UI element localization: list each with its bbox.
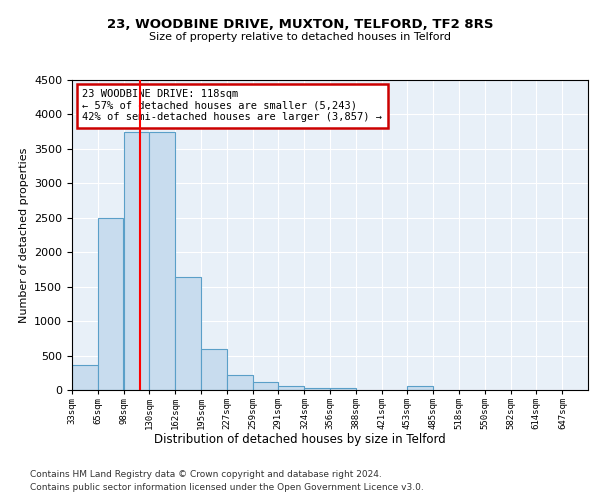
Bar (175, 277, 200, 390)
Bar (253, 382, 278, 390)
Bar (202, 350, 227, 390)
Text: 23 WOODBINE DRIVE: 118sqm
← 57% of detached houses are smaller (5,243)
42% of se: 23 WOODBINE DRIVE: 118sqm ← 57% of detac… (82, 90, 382, 122)
Bar (72, 364, 98, 390)
Bar (98, 218, 123, 390)
Text: Size of property relative to detached houses in Telford: Size of property relative to detached ho… (149, 32, 451, 42)
Y-axis label: Number of detached properties: Number of detached properties (19, 148, 29, 322)
Bar (330, 388, 356, 390)
Bar (407, 386, 433, 390)
Bar (124, 132, 149, 390)
Bar (278, 386, 304, 390)
Bar (149, 132, 175, 390)
Text: Contains public sector information licensed under the Open Government Licence v3: Contains public sector information licen… (30, 482, 424, 492)
Bar (304, 388, 330, 390)
Text: Contains HM Land Registry data © Crown copyright and database right 2024.: Contains HM Land Registry data © Crown c… (30, 470, 382, 479)
Text: 23, WOODBINE DRIVE, MUXTON, TELFORD, TF2 8RS: 23, WOODBINE DRIVE, MUXTON, TELFORD, TF2… (107, 18, 493, 30)
Text: Distribution of detached houses by size in Telford: Distribution of detached houses by size … (154, 432, 446, 446)
Bar (227, 375, 253, 390)
